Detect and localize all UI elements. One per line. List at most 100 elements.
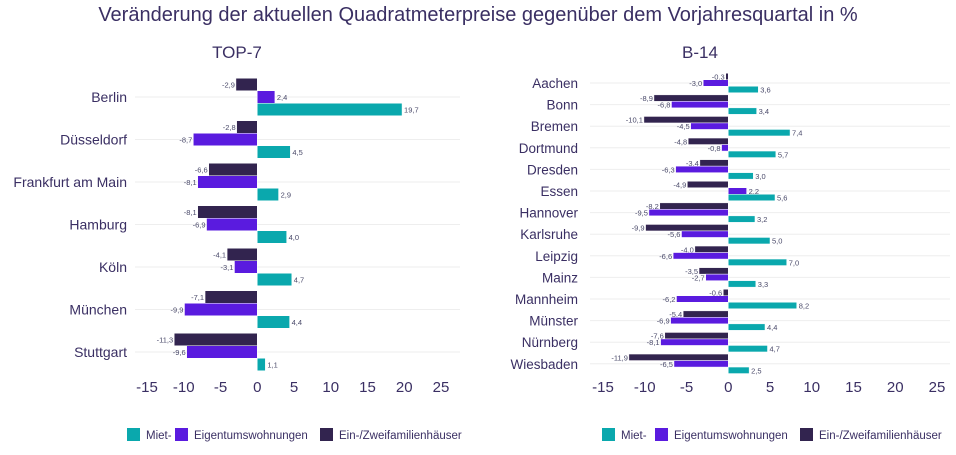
- data-label: -8,7: [179, 136, 192, 145]
- bar-haus: [208, 163, 258, 176]
- bar-miet: [728, 215, 756, 223]
- data-label: -6,3: [662, 165, 675, 174]
- bar-eigentum: [672, 252, 729, 260]
- bar-miet: [728, 129, 791, 137]
- legend-swatch-miet: [602, 428, 615, 441]
- bar-eigentum: [681, 230, 729, 238]
- data-label: 3,2: [757, 215, 767, 224]
- data-label: -8,9: [640, 94, 653, 103]
- bar-miet: [728, 323, 766, 331]
- bar-eigentum: [671, 101, 729, 109]
- bar-haus: [235, 78, 258, 91]
- data-label: 2,2: [749, 187, 759, 196]
- bar-haus: [699, 159, 729, 167]
- data-label: 4,7: [769, 345, 779, 354]
- bar-miet: [728, 302, 797, 309]
- data-label: 1,1: [267, 361, 277, 370]
- category-label: Aachen: [532, 76, 578, 91]
- category-label: Frankfurt am Main: [13, 174, 127, 190]
- data-label: -7,1: [191, 293, 204, 302]
- data-label: 4,7: [294, 276, 304, 285]
- data-label: -9,6: [173, 348, 186, 357]
- data-label: 4,4: [767, 323, 777, 332]
- bar-eigentum: [193, 133, 258, 146]
- bar-miet: [257, 315, 290, 329]
- data-label: 5,0: [772, 237, 782, 246]
- bar-miet: [257, 230, 287, 244]
- data-label: 5,6: [777, 194, 787, 203]
- category-label: Hannover: [519, 206, 578, 221]
- category-label: Leipzig: [535, 249, 578, 264]
- bar-miet: [257, 188, 279, 201]
- bar-haus: [694, 245, 729, 253]
- bar-haus: [645, 224, 729, 232]
- bar-eigentum: [257, 90, 276, 104]
- data-label: 3,0: [755, 172, 765, 181]
- bar-eigentum: [675, 165, 729, 173]
- bar-eigentum: [234, 260, 258, 274]
- legend-swatch-eigentum: [655, 428, 668, 441]
- bar-haus: [226, 248, 258, 261]
- category-label: Mannheim: [515, 292, 578, 307]
- data-label: -9,9: [171, 306, 184, 315]
- x-tick-label: 20: [396, 379, 413, 396]
- data-label: 8,2: [799, 302, 809, 311]
- bar-eigentum: [676, 295, 729, 303]
- data-label: -5,4: [669, 310, 682, 319]
- data-label: -6,6: [659, 252, 672, 261]
- data-label: 7,4: [792, 129, 802, 138]
- x-tick-label: 25: [433, 379, 450, 396]
- data-label: -6,5: [660, 360, 673, 369]
- data-label: -8,1: [647, 338, 660, 347]
- bar-miet: [257, 358, 266, 371]
- data-label: -0,8: [708, 144, 721, 153]
- x-tick-label: -5: [680, 379, 693, 396]
- data-label: 4,0: [289, 233, 299, 242]
- bar-miet: [257, 103, 403, 116]
- data-label: -0,3: [712, 73, 725, 82]
- bar-haus: [687, 137, 729, 145]
- bar-eigentum: [648, 209, 729, 217]
- category-label: Dortmund: [519, 141, 578, 156]
- category-label: Berlin: [91, 89, 127, 105]
- bar-eigentum: [184, 303, 258, 316]
- figure-title: Veränderung der aktuellen Quadratmeterpr…: [98, 4, 858, 26]
- data-label: -6,8: [658, 101, 671, 110]
- bar-eigentum: [206, 218, 258, 231]
- data-label: -2,9: [222, 81, 235, 90]
- category-label: Dresden: [527, 162, 578, 177]
- bar-haus: [725, 73, 729, 80]
- bar-miet: [728, 172, 754, 180]
- bar-miet: [728, 237, 771, 245]
- x-tick-label: 0: [724, 379, 732, 396]
- bar-miet: [728, 345, 768, 353]
- data-label: 2,4: [277, 93, 287, 102]
- x-tick-label: -10: [173, 379, 195, 396]
- data-label: -11,3: [157, 336, 174, 345]
- data-label: -3,1: [221, 263, 234, 272]
- data-label: -7,6: [651, 332, 664, 341]
- bar-miet: [728, 150, 777, 158]
- data-label: -6,2: [663, 295, 676, 304]
- legend-label: Ein-/Zweifamilienhäuser: [339, 430, 462, 442]
- bar-eigentum: [690, 122, 729, 130]
- data-label: -5,6: [668, 230, 681, 239]
- data-label: -11,9: [611, 353, 628, 362]
- bar-eigentum: [705, 273, 729, 281]
- x-tick-label: 5: [766, 379, 774, 396]
- bar-haus: [664, 332, 729, 340]
- data-label: 3,4: [759, 107, 769, 116]
- bar-eigentum: [728, 187, 747, 195]
- data-label: 3,3: [758, 280, 768, 289]
- bar-eigentum: [702, 79, 729, 87]
- bar-miet: [728, 107, 757, 115]
- x-tick-label: -15: [136, 379, 158, 396]
- category-label: Stuttgart: [74, 344, 127, 360]
- bar-miet: [728, 194, 776, 201]
- bar-miet: [728, 366, 750, 374]
- legend-label: Ein-/Zweifamilienhäuser: [819, 430, 942, 442]
- data-label: -3,0: [689, 79, 702, 88]
- data-label: -9,5: [635, 209, 648, 218]
- category-label: Karlsruhe: [520, 227, 578, 242]
